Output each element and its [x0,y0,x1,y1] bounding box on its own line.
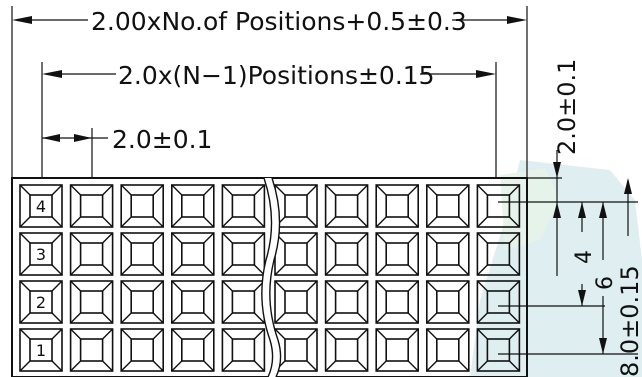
contact-cell [171,184,215,228]
pitch-span-label: 2.0x(N−1)Positions±0.15 [118,61,435,90]
contact-cell [69,184,114,228]
contact-cell [221,328,266,372]
contact-cell [274,280,318,324]
contact-cell [69,280,114,324]
contact-cell [221,280,266,324]
contact-cell [425,328,470,372]
contact-cell [425,280,470,324]
top-offset-label: 2.0±0.1 [553,59,581,155]
contact-cell [476,232,521,276]
pitch-label: 2.0±0.1 [112,125,212,154]
row-number-label: 3 [36,245,46,264]
contact-cell-numbered: 1 [19,328,63,372]
contact-cell [375,328,420,372]
break-symbol [261,177,282,377]
contact-cell-numbered: 3 [19,232,63,276]
row-number-label: 4 [36,197,46,216]
contact-cell [171,328,215,372]
contact-cell [375,280,420,324]
contact-cell [120,232,164,276]
contact-cell [476,184,521,228]
contact-cell [120,328,164,372]
contact-cell [375,232,420,276]
contact-cell [171,232,215,276]
contact-cell [274,328,318,372]
contact-cell [476,280,521,324]
contact-cell [274,232,318,276]
dimension-overall-length: 2.00xNo.of Positions+0.5±0.3 [12,7,527,36]
row-number-label: 2 [36,293,46,312]
body-height-label: 8.0±0.15 [616,265,642,377]
dimension-pitch-span: 2.0x(N−1)Positions±0.15 [42,61,496,90]
contact-cell [120,280,164,324]
contact-cell [274,184,318,228]
contact-cell [69,328,114,372]
contact-cell [120,184,164,228]
overall-length-label: 2.00xNo.of Positions+0.5±0.3 [91,7,467,36]
contact-cell [69,232,114,276]
contact-cell-numbered: 2 [19,280,63,324]
contact-cell [375,184,420,228]
dimension-pitch: 2.0±0.1 [42,125,212,154]
row-span-4-label: 4 [572,250,597,264]
contact-cell [221,232,266,276]
contact-cell [476,328,521,372]
contact-cell [171,280,215,324]
dimension-row-span-4: 4 [572,202,597,306]
extension-lines [11,6,528,178]
row-span-6-label: 6 [593,276,618,290]
contact-grid: 4 3 2 1 [19,184,521,372]
contact-cell [324,232,369,276]
contact-cell-numbered: 4 [19,184,63,228]
contact-cell [425,232,470,276]
contact-cell [324,328,369,372]
contact-cell [425,184,470,228]
dimension-row-span-6: 6 [593,202,618,354]
dimension-top-offset: 2.0±0.1 [553,59,581,276]
right-extension-lines [498,177,638,355]
contact-cell [324,280,369,324]
contact-cell [221,184,266,228]
dimension-body-height: 8.0±0.15 [616,178,642,377]
row-number-label: 1 [36,341,46,360]
contact-cell [324,184,369,228]
